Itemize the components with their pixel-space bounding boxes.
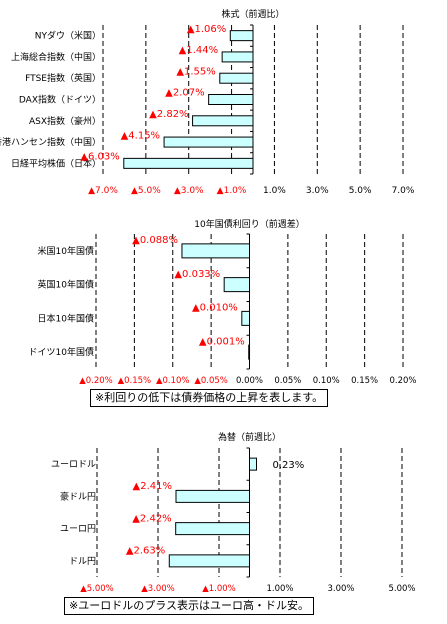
chart1-data-label: ▲2.82% xyxy=(149,109,188,120)
chart1-category-label: NYダウ（米国） xyxy=(35,30,101,42)
chart2-x-tick-label: ▲0.15% xyxy=(118,376,152,386)
chart1-data-label: ▲2.07% xyxy=(165,88,204,99)
chart1-x-tick-label: 3.0% xyxy=(306,186,329,196)
chart3-category-label: ドル円 xyxy=(69,556,96,567)
chart1-x-tick-label: 7.0% xyxy=(392,186,415,196)
chart2-bar xyxy=(248,344,251,360)
chart2-title: 10年国債利回り（前週差） xyxy=(194,218,304,230)
chart1-x-tick-label: ▲5.0% xyxy=(131,186,161,196)
yield-note: ※利回りの低下は債券価格の上昇を表します。 xyxy=(90,389,329,407)
chart2-x-tick-label: ▲0.20% xyxy=(79,376,113,386)
chart3-x-tick-label: ▲3.00% xyxy=(141,584,175,594)
chart2-category-label: 英国10年国債 xyxy=(38,279,94,291)
chart1-bar xyxy=(219,72,254,84)
chart1-bar xyxy=(192,115,254,127)
chart1-category-label: ASX指数（豪州） xyxy=(29,115,101,127)
chart1-x-tick-label: ▲7.0% xyxy=(88,186,118,196)
chart3-data-label: ▲2.63% xyxy=(126,546,165,557)
chart2-x-tick-label: 0.00% xyxy=(236,376,263,386)
chart1-category-label: FTSE指数（英国） xyxy=(25,72,101,84)
chart3-x-tick-label: 1.00% xyxy=(266,584,293,594)
chart2-category-label: ドイツ10年国債 xyxy=(29,346,94,358)
chart1-data-label: ▲1.44% xyxy=(179,45,218,56)
fx-note: ※ユーロドルのプラス表示はユーロ高・ドル安。 xyxy=(64,597,314,615)
chart1-bar xyxy=(221,51,254,63)
chart1-bar xyxy=(229,30,254,42)
chart2-x-tick-label: 0.05% xyxy=(274,376,301,386)
chart3-bar xyxy=(175,522,250,536)
chart3-x-tick-label: 5.00% xyxy=(388,584,415,594)
chart1-data-label: ▲1.06% xyxy=(187,24,226,35)
chart1-title: 株式（前週比） xyxy=(221,8,284,20)
chart2-bar xyxy=(241,310,250,326)
chart3-bar xyxy=(175,489,250,503)
chart3-data-label: ▲2.42% xyxy=(132,513,171,524)
chart1-x-tick-label: 5.0% xyxy=(349,186,372,196)
chart2-bar xyxy=(223,277,250,293)
chart2-category-label: 日本10年国債 xyxy=(38,312,94,324)
chart2-bar xyxy=(181,243,251,259)
chart1-data-label: ▲6.03% xyxy=(80,152,119,163)
chart3-x-tick-label: ▲5.00% xyxy=(80,584,114,594)
chart1-bar xyxy=(123,157,254,169)
chart1-bar xyxy=(163,136,254,148)
chart1-bar xyxy=(208,94,254,105)
chart3-title: 為替（前週比） xyxy=(218,431,281,443)
chart3-x-tick-label: ▲1.00% xyxy=(202,584,236,594)
chart1-x-tick-label: ▲3.0% xyxy=(174,186,204,196)
chart3-category-label: ユーロドル xyxy=(51,460,96,470)
chart2-x-tick-label: ▲0.05% xyxy=(194,376,228,386)
chart1-category-label: 日経平均株価（日本） xyxy=(11,157,101,169)
chart2-x-tick-label: ▲0.10% xyxy=(156,376,190,386)
chart1-category-label: 上海総合指数（中国） xyxy=(11,51,101,63)
chart1-category-label: 香港ハンセン指数（中国） xyxy=(0,136,101,148)
chart3-bar xyxy=(249,457,258,471)
chart3-data-label: 0.23% xyxy=(273,460,305,471)
chart2-x-tick-label: 0.10% xyxy=(313,376,340,386)
chart1-category-label: DAX指数（ドイツ） xyxy=(19,94,101,106)
chart2-data-label: ▲0.010% xyxy=(192,303,238,314)
chart1-data-label: ▲4.15% xyxy=(121,130,160,141)
chart3-category-label: ユーロ円 xyxy=(60,524,96,535)
chart2-data-label: ▲0.088% xyxy=(132,235,178,246)
chart3-bar xyxy=(168,554,250,568)
chart1-data-label: ▲1.55% xyxy=(176,66,215,77)
chart2-x-tick-label: 0.15% xyxy=(351,376,378,386)
chart2-data-label: ▲0.033% xyxy=(174,269,220,280)
chart2-data-label: ▲0.001% xyxy=(199,336,245,347)
chart2-x-tick-label: 0.20% xyxy=(389,376,416,386)
chart3-x-tick-label: 3.00% xyxy=(327,584,354,594)
chart1-x-tick-label: ▲1.0% xyxy=(217,186,247,196)
chart1-x-tick-label: 1.0% xyxy=(263,186,286,196)
chart3-category-label: 豪ドル円 xyxy=(60,490,96,502)
chart2-category-label: 米国10年国債 xyxy=(38,245,94,257)
chart3-data-label: ▲2.41% xyxy=(133,481,172,492)
